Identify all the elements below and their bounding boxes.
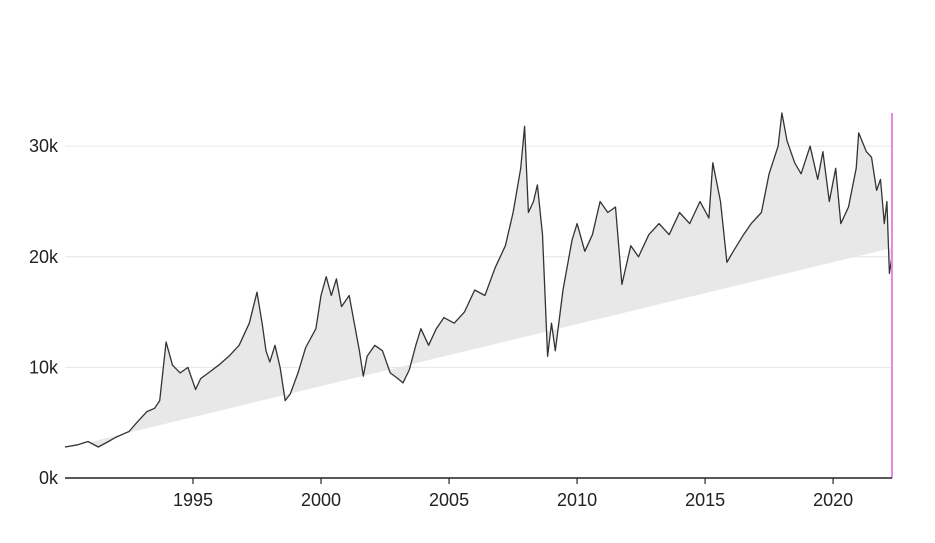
y-axis: 0k 10k 20k 30k <box>29 136 59 488</box>
x-tick-label: 2000 <box>301 490 341 510</box>
series-line <box>64 112 893 448</box>
x-tick-label: 2020 <box>813 490 853 510</box>
x-tick-label: 2010 <box>557 490 597 510</box>
y-tick-label: 10k <box>29 357 59 377</box>
area-fill <box>65 113 892 449</box>
x-tick-label: 2005 <box>429 490 469 510</box>
y-tick-label: 20k <box>29 247 59 267</box>
x-tick-label: 1995 <box>173 490 213 510</box>
y-tick-label: 0k <box>39 468 59 488</box>
x-axis: 1995 2000 2005 2010 2015 2020 <box>173 478 853 510</box>
x-tick-label: 2015 <box>685 490 725 510</box>
y-tick-label: 30k <box>29 136 59 156</box>
